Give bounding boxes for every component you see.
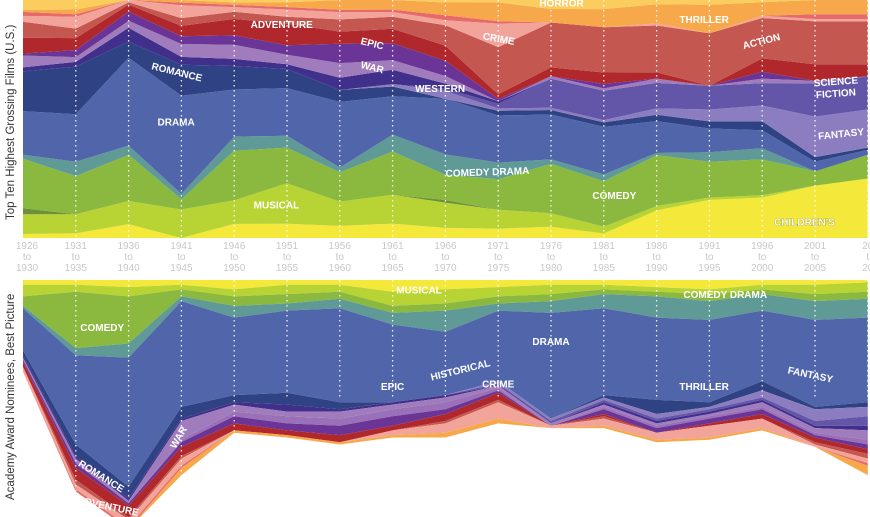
top-label-comedy: COMEDY [592, 191, 636, 202]
bottom-layer-comedy [23, 289, 868, 349]
period-tick-label: 1945 [170, 263, 193, 274]
top-panel-ylabel: Top Ten Highest Grossing Films (U.S.) [5, 24, 17, 220]
period-tick-label: 1955 [276, 263, 299, 274]
period-tick-label: 1950 [223, 263, 246, 274]
period-gridlines [75, 0, 869, 500]
top-label-drama: DRAMA [158, 117, 195, 128]
period-tick-label: 1995 [698, 263, 721, 274]
period-tick-label: 1956 [329, 241, 352, 252]
period-tick-label: to [23, 252, 32, 263]
period-tick-label: 1966 [434, 241, 457, 252]
top-label-western: WESTERN [415, 84, 465, 95]
top-layer-children-s [23, 178, 868, 238]
bottom-label-epic: EPIC [381, 382, 404, 393]
period-tick-label: 1976 [540, 241, 563, 252]
period-tick-label: 1965 [381, 263, 404, 274]
period-tick-label: to [547, 252, 556, 263]
bottom-layer-drama [23, 301, 868, 487]
period-tick-label: to [811, 252, 820, 263]
period-tick-label: 1975 [487, 263, 510, 274]
top-layer-mystery [23, 0, 868, 34]
top-label-adventure: ADVENTURE [251, 20, 314, 31]
period-tick-label: 1931 [65, 241, 88, 252]
period-tick-label: 1970 [434, 263, 457, 274]
top-label-children-s: CHILDREN'S [774, 217, 835, 228]
bottom-label-drama: DRAMA [532, 337, 569, 348]
top-layer-other-olive [23, 178, 868, 227]
period-tick-label: 1935 [65, 263, 88, 274]
period-tick-label: to [388, 252, 397, 263]
period-tick-label: to [758, 252, 767, 263]
period-tick-label: 1936 [117, 241, 140, 252]
period-tick-label: 1980 [540, 263, 563, 274]
top-layer-crime [23, 0, 868, 48]
period-tick-label: 1986 [645, 241, 668, 252]
top-layer-musical [23, 178, 868, 238]
top-layer-western [23, 27, 868, 104]
period-tick-label: to [705, 252, 714, 263]
period-tick-label: to [177, 252, 186, 263]
top-label-science: SCIENCE [813, 75, 858, 89]
period-tick-label: to [600, 252, 609, 263]
period-tick-label: to [494, 252, 503, 263]
period-tick-label: to [283, 252, 292, 263]
period-tick-label: 1961 [381, 241, 404, 252]
period-tick-label: to [230, 252, 239, 263]
top-layer-comedy [23, 147, 868, 227]
bottom-label-thriller: THRILLER [679, 382, 729, 393]
period-tick-label: 1996 [751, 241, 774, 252]
period-tick-label: 1930 [16, 263, 39, 274]
period-tick-label: 1990 [645, 263, 668, 274]
period-tick-label: t [866, 252, 869, 263]
top-label-musical: MUSICAL [254, 201, 300, 212]
bottom-label-comedy: COMEDY [80, 323, 124, 334]
period-tick-label: 1946 [223, 241, 246, 252]
period-tick-label: 1991 [698, 241, 721, 252]
period-tick-label: to [441, 252, 450, 263]
top-label-fantasy: FANTASY [818, 127, 865, 143]
bottom-layer-war [23, 357, 868, 504]
bottom-panel-layers [23, 280, 868, 517]
top-label-thriller: THRILLER [679, 15, 729, 26]
period-tick-label: 1960 [329, 263, 352, 274]
period-tick-label: 1940 [117, 263, 140, 274]
top-label-comedy-drama: COMEDY DRAMA [446, 166, 530, 180]
top-label-fiction: FICTION [816, 87, 857, 101]
period-tick-labels: 1926to19301931to19351936to19401941to1945… [16, 241, 870, 274]
bottom-label-musical: MUSICAL [396, 285, 442, 296]
period-tick-label: to [652, 252, 661, 263]
period-tick-label: 2000 [751, 263, 774, 274]
bottom-label-comedy-drama: COMEDY DRAMA [683, 290, 767, 301]
period-tick-label: 1951 [276, 241, 299, 252]
period-tick-label: 1941 [170, 241, 193, 252]
top-label-epic: EPIC [359, 36, 384, 52]
period-tick-label: 20 [862, 263, 870, 274]
top-layer-romance [23, 41, 868, 162]
period-tick-label: 1985 [593, 263, 616, 274]
bottom-label-crime: CRIME [482, 379, 515, 390]
period-tick-label: 2001 [804, 241, 827, 252]
bottom-layer-adventure [23, 362, 868, 517]
period-tick-label: to [72, 252, 81, 263]
period-tick-label: to [336, 252, 345, 263]
period-tick-label: to [124, 252, 133, 263]
period-tick-label: 1971 [487, 241, 510, 252]
top-layer-thriller [23, 0, 868, 34]
bottom-panel-ylabel: Academy Award Nominees, Best Picture [5, 294, 17, 500]
period-tick-label: 20 [862, 241, 870, 252]
top-label-horror: HORROR [539, 0, 584, 9]
period-tick-label: 2005 [804, 263, 827, 274]
period-tick-label: 1981 [593, 241, 616, 252]
period-tick-label: 1926 [16, 241, 39, 252]
top-layer-horror [23, 0, 868, 10]
bottom-layer-musical [23, 282, 868, 306]
